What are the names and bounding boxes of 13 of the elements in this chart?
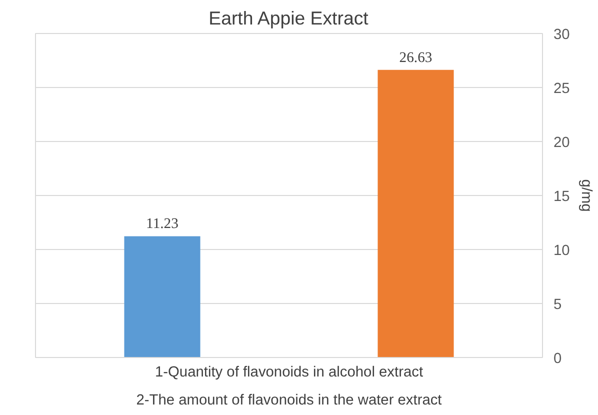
data-label: 26.63 — [399, 50, 432, 66]
chart-title: Earth Appie Extract — [208, 8, 370, 28]
text: 2-The amount of flavonoids in the water extract — [136, 392, 442, 408]
y-tick-label: 10 — [554, 243, 570, 259]
y-tick-label: 20 — [554, 135, 570, 151]
y-axis-title: g/mg — [578, 179, 594, 212]
y-tick-label: 25 — [554, 81, 570, 97]
text: 1-Quantity of flavonoids in alcohol extract — [154, 364, 424, 380]
y-tick-label: 15 — [554, 189, 570, 205]
y-tick-label: 5 — [554, 297, 562, 313]
y-tick-label: 0 — [554, 351, 562, 367]
data-label: 11.23 — [146, 216, 178, 232]
y-tick-label: 30 — [554, 27, 570, 43]
